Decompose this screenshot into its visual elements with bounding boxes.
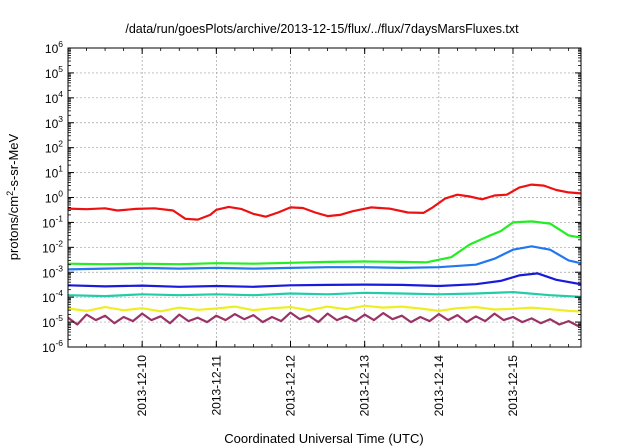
y-tick-label: 10-3 [42, 263, 63, 280]
y-tick-label: 10-1 [42, 213, 63, 230]
y-tick-exponent: -2 [55, 238, 63, 248]
y-tick-exponent: 1 [58, 164, 63, 174]
chart-title: /data/run/goesPlots/archive/2013-12-15/f… [125, 22, 519, 36]
y-tick-exponent: 3 [58, 114, 63, 124]
series-line-6 [68, 304, 581, 313]
y-tick-label: 106 [45, 39, 63, 56]
y-tick-base: 10 [45, 167, 59, 181]
series-line-5 [68, 291, 581, 298]
y-tick-label: 101 [45, 164, 63, 181]
y-tick-exponent: 2 [58, 139, 63, 149]
y-tick-labels: 10-610-510-410-310-210-11001011021031041… [42, 39, 63, 355]
series-line-1 [68, 183, 581, 221]
y-axis-label: protons/cm2-s-sr-MeV [5, 133, 21, 260]
y-tick-base: 10 [45, 42, 59, 56]
y-axis-label-post: -s-sr-MeV [6, 133, 21, 190]
x-tick-label: 2013-12-15 [506, 355, 520, 417]
grid-lines [68, 48, 581, 347]
y-tick-base: 10 [42, 316, 56, 330]
x-tick-label: 2013-12-10 [135, 355, 149, 417]
y-tick-base: 10 [42, 241, 56, 255]
y-tick-label: 105 [45, 64, 63, 81]
y-tick-label: 103 [45, 114, 63, 131]
y-tick-base: 10 [45, 67, 59, 81]
y-axis-label-sup: 2 [5, 191, 15, 196]
y-tick-label: 102 [45, 139, 63, 156]
y-tick-label: 10-6 [42, 338, 63, 355]
y-tick-exponent: 4 [58, 89, 63, 99]
x-axis-label: Coordinated Universal Time (UTC) [224, 431, 423, 446]
y-tick-exponent: 6 [58, 39, 63, 49]
series-line-3 [68, 245, 581, 271]
y-tick-exponent: 5 [58, 64, 63, 74]
y-tick-base: 10 [45, 192, 59, 206]
y-tick-exponent: -6 [55, 338, 63, 348]
y-tick-label: 10-4 [42, 288, 63, 305]
x-tick-label: 2013-12-12 [284, 355, 298, 417]
y-tick-label: 10-5 [42, 313, 63, 330]
y-tick-base: 10 [42, 291, 56, 305]
y-tick-label: 100 [45, 189, 63, 206]
y-tick-base: 10 [45, 92, 59, 106]
y-tick-base: 10 [45, 142, 59, 156]
y-tick-base: 10 [42, 341, 56, 355]
y-tick-exponent: -3 [55, 263, 63, 273]
y-tick-exponent: -1 [55, 213, 63, 223]
axis-ticks [67, 47, 581, 348]
y-tick-base: 10 [42, 266, 56, 280]
series-line-7 [68, 311, 581, 327]
y-tick-exponent: 0 [58, 189, 63, 199]
x-tick-label: 2013-12-11 [209, 355, 223, 416]
y-axis-label-pre: protons/cm [6, 196, 21, 260]
series-group [68, 183, 581, 327]
y-tick-base: 10 [42, 216, 56, 230]
x-tick-label: 2013-12-13 [358, 355, 372, 417]
y-tick-base: 10 [45, 117, 59, 131]
x-tick-label: 2013-12-14 [432, 355, 446, 417]
y-tick-exponent: -4 [55, 288, 63, 298]
y-tick-exponent: -5 [55, 313, 63, 323]
series-line-2 [68, 220, 581, 266]
series-line-4 [68, 272, 581, 288]
x-tick-labels: 2013-12-10 2013-12-11 2013-12-12 2013-12-13… [135, 355, 520, 417]
y-tick-label: 10-2 [42, 238, 63, 255]
y-tick-label: 104 [45, 89, 63, 106]
